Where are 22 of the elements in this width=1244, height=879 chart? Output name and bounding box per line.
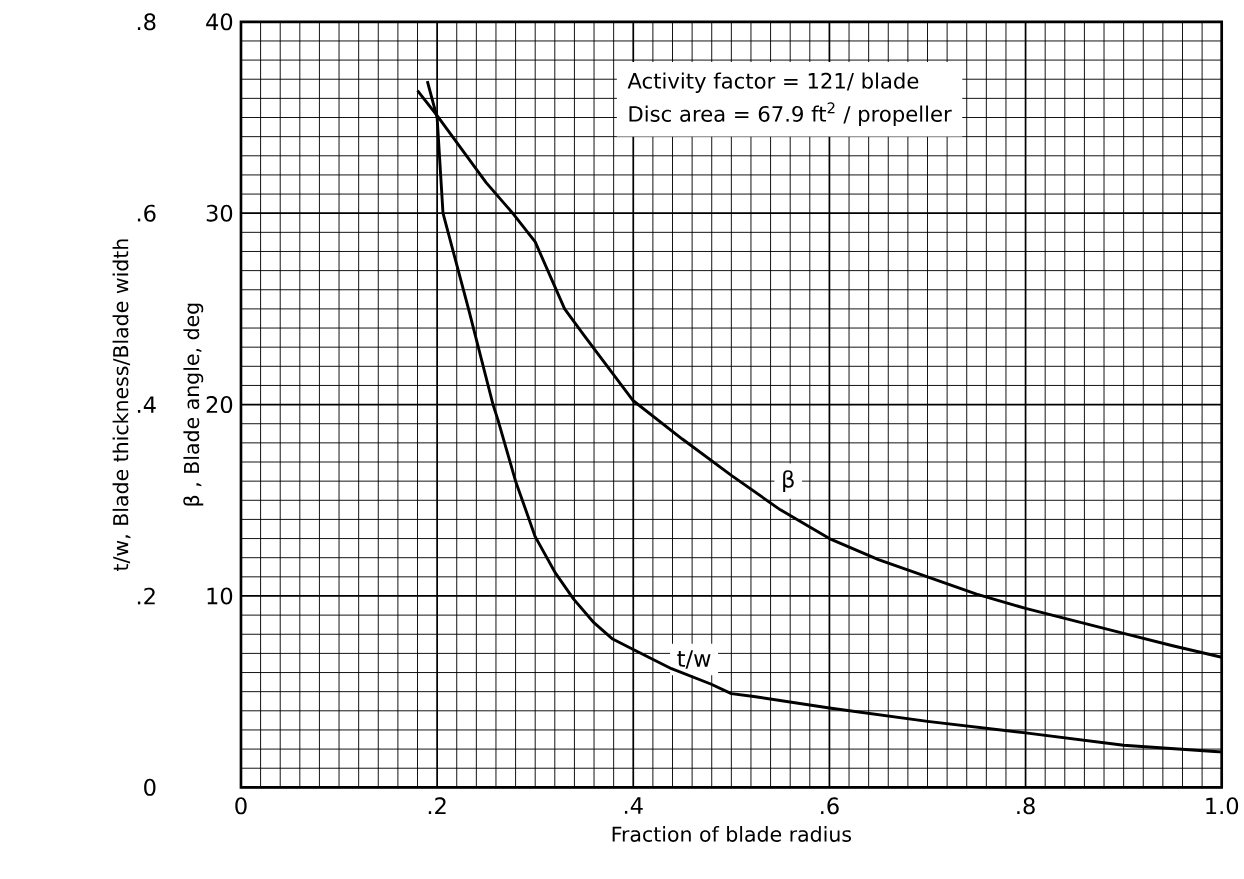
y2-axis-title: t/w, Blade thickness/Blade width — [112, 239, 131, 572]
series-label: t/w — [677, 650, 711, 669]
y-tick-label: 40 — [206, 13, 233, 31]
x-axis-title: Fraction of blade radius — [612, 826, 852, 843]
y-tick-label: 30 — [206, 204, 233, 222]
y-tick-label: 10 — [207, 587, 233, 605]
y2-tick-label: .6 — [137, 204, 156, 222]
x-tick-label: .6 — [821, 797, 839, 815]
x-tick-label: 1.0 — [1206, 797, 1239, 815]
x-tick-label: .8 — [1017, 797, 1035, 815]
series-label: β — [783, 470, 794, 493]
y-axis-title: β , Blade angle, deg — [183, 303, 204, 506]
x-tick-label: .2 — [428, 797, 446, 815]
annotation: Disc area = 67.9 ft$^{2}$ / propeller — [629, 102, 952, 127]
annotation: Activity factor = 121/ blade — [627, 72, 919, 94]
y-tick-label: 20 — [206, 396, 233, 414]
x-tick-label: .4 — [624, 797, 643, 814]
y2-tick-label: 0 — [144, 779, 156, 797]
y2-tick-label: .2 — [137, 587, 155, 605]
y2-tick-label: .8 — [137, 13, 156, 31]
y2-tick-label: .4 — [137, 396, 156, 413]
x-tick-label: 0 — [235, 797, 247, 815]
